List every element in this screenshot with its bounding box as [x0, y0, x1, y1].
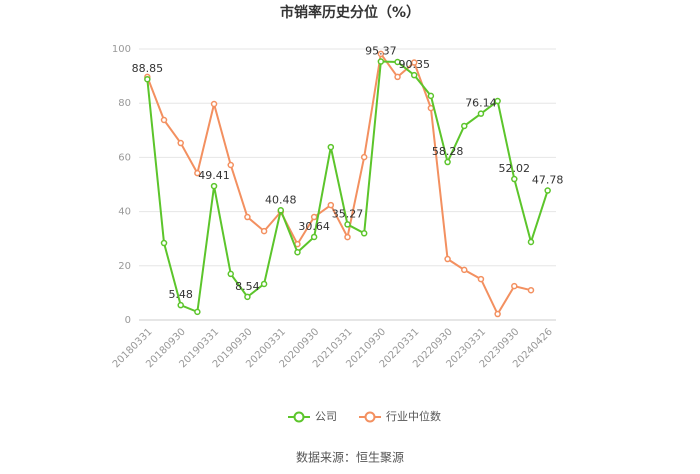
- y-tick-label: 20: [118, 261, 131, 272]
- legend-marker: [293, 411, 305, 423]
- legend-marker: [364, 411, 376, 423]
- point: [494, 97, 501, 105]
- data-label: 40.48: [265, 193, 297, 206]
- data-label: 95.37: [365, 45, 397, 58]
- point: [327, 201, 335, 209]
- data-label: 47.78: [532, 174, 564, 187]
- point: [511, 175, 518, 183]
- data-label: 90.35: [398, 58, 430, 71]
- point: [477, 110, 485, 117]
- point: [144, 75, 151, 83]
- point: [494, 310, 501, 318]
- point: [410, 59, 418, 66]
- point: [244, 293, 251, 301]
- point: [360, 230, 368, 237]
- data-label: 88.85: [132, 62, 164, 75]
- point: [177, 139, 184, 147]
- legend-label: 行业中位数: [386, 409, 441, 423]
- point: [344, 233, 351, 241]
- legend-label: 公司: [315, 410, 337, 423]
- point: [194, 308, 201, 316]
- point: [310, 233, 318, 241]
- y-tick-label: 0: [125, 315, 131, 326]
- data-label: 35.27: [332, 207, 364, 220]
- point: [444, 158, 451, 166]
- y-tick-label: 100: [112, 44, 131, 55]
- point: [344, 221, 351, 228]
- data-label: 5.48: [168, 288, 193, 301]
- point: [511, 282, 518, 290]
- data-label: 76.14: [465, 97, 497, 110]
- point: [210, 100, 218, 108]
- point: [377, 50, 385, 58]
- point: [210, 182, 218, 190]
- y-tick-label: 80: [118, 98, 131, 109]
- y-tick-label: 40: [118, 207, 131, 218]
- point: [527, 286, 535, 294]
- point: [227, 270, 234, 278]
- point: [444, 255, 451, 263]
- point: [194, 169, 201, 177]
- point: [327, 143, 335, 151]
- point: [394, 73, 401, 81]
- point: [377, 58, 385, 65]
- point: [360, 153, 368, 161]
- point: [394, 58, 401, 66]
- point: [477, 275, 485, 283]
- y-tick-label: 60: [118, 152, 131, 163]
- point: [244, 213, 251, 221]
- point: [544, 187, 551, 194]
- point: [461, 122, 468, 130]
- point: [410, 71, 418, 79]
- data-label: 49.41: [198, 169, 230, 182]
- point: [294, 249, 301, 256]
- point: [227, 161, 234, 169]
- point: [160, 239, 168, 247]
- point: [461, 266, 468, 274]
- data-label: 58.28: [432, 145, 464, 158]
- point: [160, 116, 168, 124]
- data-label: 52.02: [499, 162, 531, 175]
- data-label: 8.54: [235, 280, 260, 293]
- point: [427, 92, 435, 100]
- chart-title: 市销率历史分位（%）: [280, 4, 420, 21]
- source: 数据来源：恒生聚源: [296, 450, 404, 465]
- point: [277, 207, 285, 214]
- point: [310, 213, 318, 221]
- point: [260, 227, 268, 235]
- point: [177, 301, 184, 309]
- point: [527, 238, 535, 246]
- point: [260, 280, 268, 288]
- data-label: 30.64: [298, 220, 330, 233]
